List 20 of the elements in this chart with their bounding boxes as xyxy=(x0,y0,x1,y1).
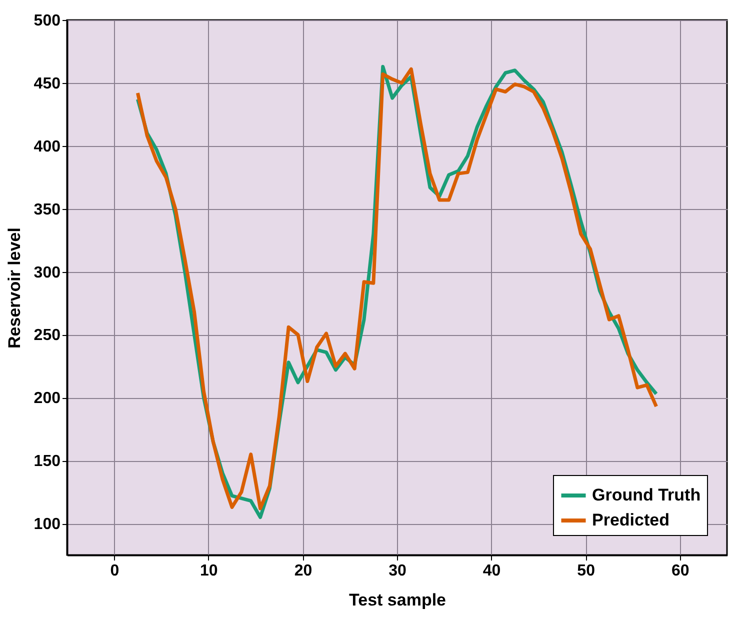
legend-label: Predicted xyxy=(592,510,670,530)
y-tick-label: 450 xyxy=(34,75,61,92)
x-tick-label: 50 xyxy=(577,562,596,580)
x-axis-title: Test sample xyxy=(348,590,446,610)
y-tick-label: 250 xyxy=(34,327,61,344)
legend-label: Ground Truth xyxy=(592,486,701,504)
x-tick-label: 10 xyxy=(200,562,218,580)
y-tick-label: 200 xyxy=(34,390,61,408)
x-tick-label: 20 xyxy=(294,562,312,580)
x-tick-label: 30 xyxy=(388,562,406,580)
x-tick-label: 40 xyxy=(482,562,501,580)
x-tick-label: 60 xyxy=(671,562,690,580)
y-tick-label: 300 xyxy=(34,264,61,282)
y-tick-label: 100 xyxy=(34,516,61,534)
y-tick-label: 500 xyxy=(34,12,61,30)
y-tick-label: 350 xyxy=(34,201,61,218)
y-tick-label: 400 xyxy=(34,138,61,156)
y-axis-title: Reservoir level xyxy=(4,228,24,348)
y-tick-label: 150 xyxy=(34,453,61,470)
x-tick-label: 0 xyxy=(110,562,120,580)
